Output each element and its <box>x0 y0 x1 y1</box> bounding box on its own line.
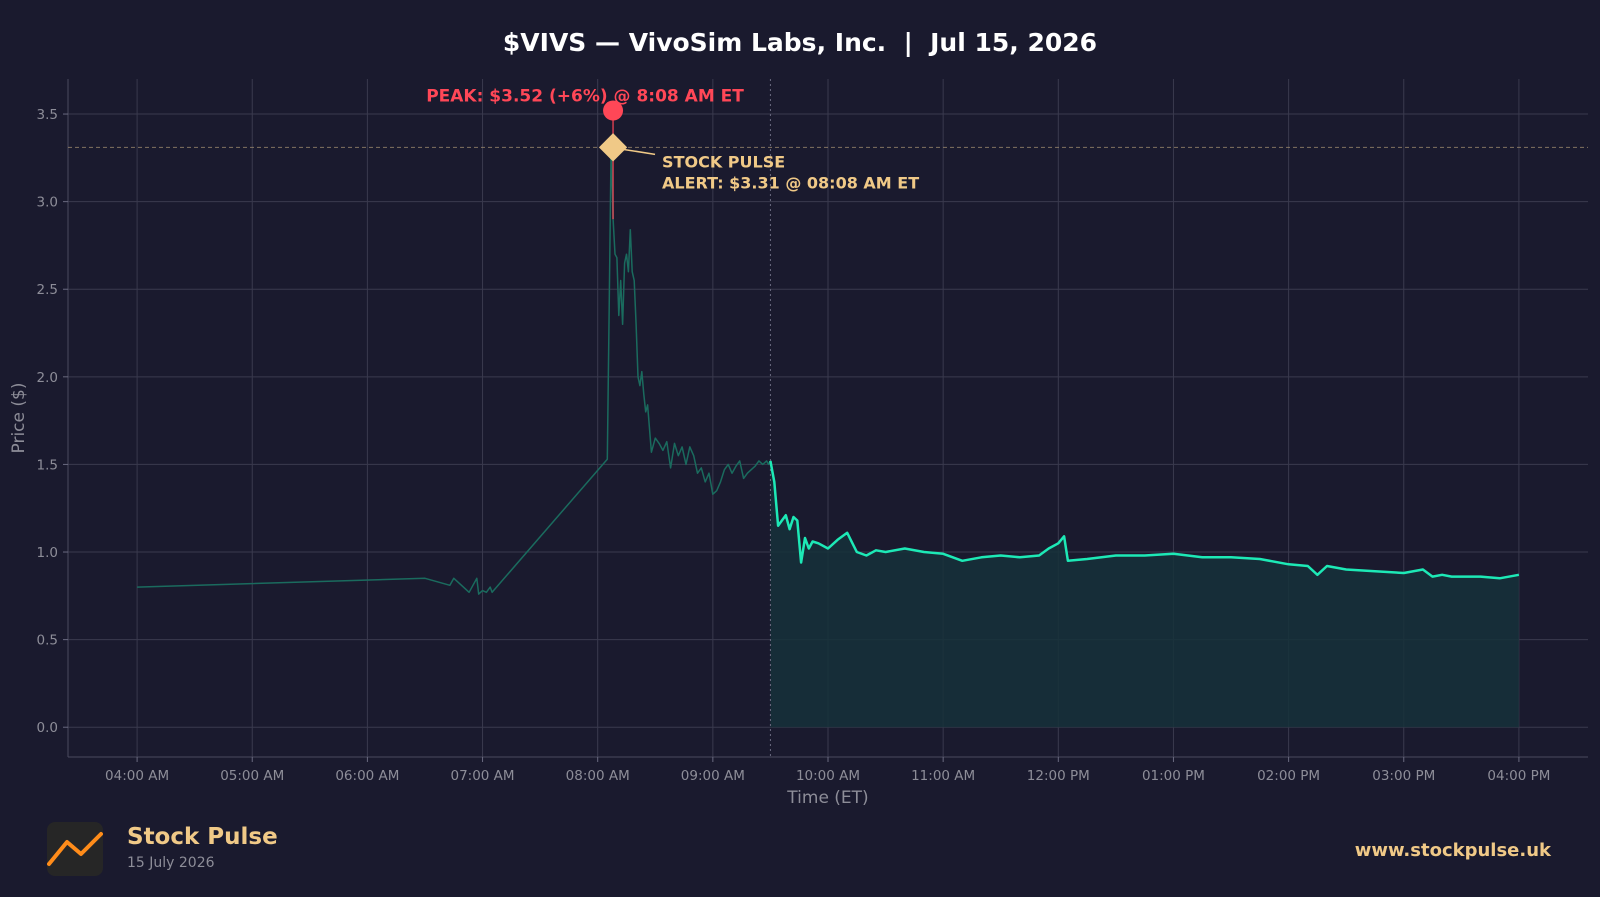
y-tick-label-2: 1.0 <box>37 545 58 561</box>
peak-marker <box>603 100 624 121</box>
x-tick-label-1: 05:00 AM <box>220 768 284 784</box>
x-tick-label-7: 11:00 AM <box>911 768 975 784</box>
x-tick-label-6: 10:00 AM <box>796 768 860 784</box>
alert-label-detail: ALERT: $3.31 @ 08:08 AM ET <box>662 173 919 192</box>
x-tick-label-10: 02:00 PM <box>1257 768 1320 784</box>
rising-line-logo-icon <box>47 822 103 876</box>
peak-label: PEAK: $3.52 (+6%) @ 8:08 AM ET <box>426 87 744 107</box>
y-tick-label-1: 0.5 <box>37 633 58 649</box>
brand-name: Stock Pulse <box>127 824 278 850</box>
alert-marker <box>598 133 628 162</box>
brand-date: 15 July 2026 <box>127 855 215 871</box>
alert-label-title: STOCK PULSE <box>662 152 785 171</box>
x-tick-label-0: 04:00 AM <box>105 768 169 784</box>
y-tick-label-6: 3.0 <box>37 195 58 211</box>
y-tick-label-3: 1.5 <box>37 457 58 473</box>
x-tick-label-5: 09:00 AM <box>681 768 745 784</box>
x-tick-label-3: 07:00 AM <box>450 768 514 784</box>
alert-leader-line <box>622 148 656 156</box>
y-tick-label-0: 0.0 <box>37 720 58 736</box>
x-tick-label-11: 03:00 PM <box>1372 768 1435 784</box>
regular-session-price-line <box>769 460 1520 580</box>
x-tick-label-9: 01:00 PM <box>1142 768 1205 784</box>
premarket-price-line <box>137 146 772 595</box>
x-tick-label-8: 12:00 PM <box>1027 768 1090 784</box>
y-tick-label-7: 3.5 <box>37 107 58 123</box>
brand-url[interactable]: www.stockpulse.uk <box>1354 840 1551 861</box>
y-axis-label: Price ($) <box>9 383 29 454</box>
x-tick-label-12: 04:00 PM <box>1487 768 1550 784</box>
y-tick-label-5: 2.5 <box>37 282 58 298</box>
y-axis-ticks: 0.0 0.5 1.0 1.5 2.0 2.5 3.0 3.5 <box>37 107 68 736</box>
price-chart: PEAK: $3.52 (+6%) @ 8:08 AM ET STOCK PUL… <box>9 79 1588 808</box>
x-axis-ticks: 04:00 AM 05:00 AM 06:00 AM 07:00 AM 08:00 AM… <box>105 757 1550 784</box>
chart-title: $VIVS — VivoSim Labs, Inc. | Jul 15, 202… <box>502 28 1098 57</box>
x-axis-label: Time (ET) <box>786 788 868 808</box>
x-tick-label-4: 08:00 AM <box>566 768 630 784</box>
x-tick-label-2: 06:00 AM <box>335 768 399 784</box>
y-tick-label-4: 2.0 <box>37 370 58 386</box>
regular-session-area <box>770 460 1519 728</box>
